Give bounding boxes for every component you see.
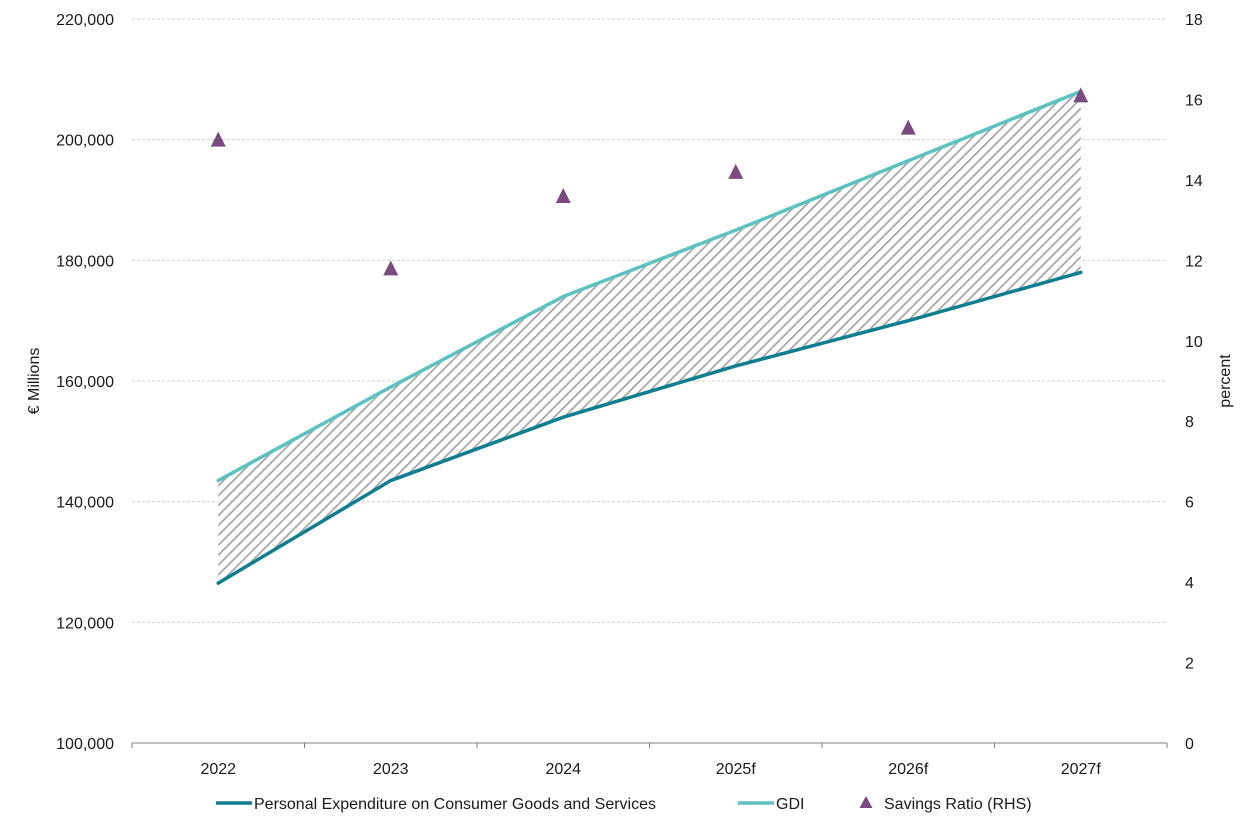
data-point: [734, 364, 738, 368]
left-tick-label: 100,000: [56, 736, 114, 753]
right-tick-label: 12: [1185, 253, 1203, 270]
savings-ratio-marker: [900, 119, 916, 135]
savings-ratio-marker: [210, 131, 226, 147]
right-tick-label: 0: [1185, 736, 1194, 753]
left-tick-label: 120,000: [56, 615, 114, 632]
legend-label: Personal Expenditure on Consumer Goods a…: [254, 796, 656, 813]
right-tick-label: 2: [1185, 656, 1194, 673]
right-tick-label: 14: [1185, 173, 1203, 190]
left-tick-label: 200,000: [56, 133, 114, 150]
right-tick-label: 10: [1185, 334, 1203, 351]
right-tick-label: 8: [1185, 414, 1194, 431]
right-tick-label: 6: [1185, 495, 1194, 512]
left-tick-label: 160,000: [56, 374, 114, 391]
savings-ratio-marker: [1073, 87, 1089, 103]
right-tick-label: 16: [1185, 92, 1203, 109]
right-axis-title: percent: [1217, 354, 1234, 408]
savings-ratio-marker: [383, 260, 399, 276]
data-point: [389, 385, 393, 389]
x-tick-label: 2023: [373, 761, 409, 778]
data-point: [216, 581, 220, 585]
series-line-1: [216, 89, 1083, 483]
x-tick-label: 2024: [545, 761, 581, 778]
right-tick-label: 18: [1185, 12, 1203, 29]
savings-ratio-marker: [728, 163, 744, 179]
data-point: [906, 159, 910, 163]
left-tick-label: 220,000: [56, 12, 114, 29]
x-tick-label: 2022: [200, 761, 236, 778]
right-tick-label: 4: [1185, 575, 1194, 592]
left-tick-label: 140,000: [56, 495, 114, 512]
data-point: [906, 319, 910, 323]
axes: 100,000 120,000 140,000 160,000 180,000 200,0…: [26, 12, 1234, 778]
legend-label: Savings Ratio (RHS): [884, 796, 1032, 813]
x-tick-label: 2026f: [888, 761, 929, 778]
shaded-gap-region: [218, 91, 1081, 584]
savings-ratio-marker: [555, 187, 571, 203]
legend-label: GDI: [776, 796, 804, 813]
left-axis-title: € Millions: [26, 348, 43, 415]
series: [210, 87, 1089, 585]
shaded-gap-area: [218, 91, 1081, 584]
series-line-0: [216, 270, 1083, 585]
legend: Personal Expenditure on Consumer Goods a…: [216, 796, 1032, 813]
legend-swatch: [859, 796, 873, 808]
data-point: [216, 478, 220, 483]
x-tick-label: 2025f: [716, 761, 757, 778]
data-point: [389, 478, 393, 483]
data-point: [561, 415, 565, 419]
data-point: [734, 228, 738, 232]
data-point: [1079, 270, 1083, 274]
x-tick-label: 2027f: [1061, 761, 1102, 778]
left-tick-label: 180,000: [56, 253, 114, 270]
data-point: [561, 294, 565, 299]
